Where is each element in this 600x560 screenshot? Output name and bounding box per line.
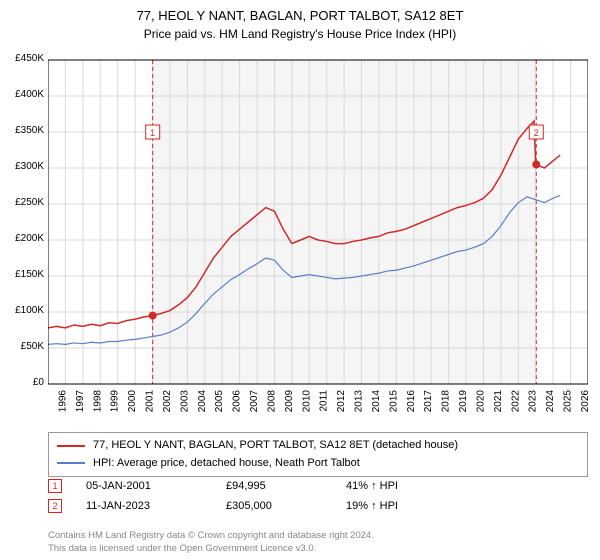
chart-subtitle: Price paid vs. HM Land Registry's House … — [0, 25, 600, 41]
svg-text:2012: 2012 — [336, 390, 347, 413]
marker-price-2: £305,000 — [226, 500, 346, 512]
chart-container: 77, HEOL Y NANT, BAGLAN, PORT TALBOT, SA… — [0, 0, 600, 560]
marker-badge-1: 1 — [48, 479, 62, 493]
svg-text:2003: 2003 — [179, 390, 190, 413]
legend-row-property: 77, HEOL Y NANT, BAGLAN, PORT TALBOT, SA… — [57, 437, 579, 455]
svg-text:2017: 2017 — [423, 390, 434, 413]
svg-text:1996: 1996 — [57, 390, 68, 413]
marker-date-2: 11-JAN-2023 — [86, 500, 226, 512]
marker-pct-1: 41% ↑ HPI — [346, 480, 466, 492]
y-tick-label: £250K — [15, 197, 44, 208]
svg-text:1997: 1997 — [75, 390, 86, 413]
svg-text:2: 2 — [534, 128, 539, 138]
svg-text:2009: 2009 — [284, 390, 295, 413]
footer-line1: Contains HM Land Registry data © Crown c… — [48, 530, 588, 543]
svg-text:1: 1 — [150, 128, 155, 138]
svg-text:2024: 2024 — [545, 390, 556, 413]
svg-text:1999: 1999 — [110, 390, 121, 413]
svg-text:2007: 2007 — [249, 390, 260, 413]
svg-text:2023: 2023 — [528, 390, 539, 413]
svg-text:2016: 2016 — [406, 390, 417, 413]
footer-line2: This data is licensed under the Open Gov… — [48, 543, 588, 556]
marker-badge-2: 2 — [48, 499, 62, 513]
svg-text:2002: 2002 — [162, 390, 173, 413]
svg-text:2018: 2018 — [441, 390, 452, 413]
y-tick-label: £300K — [15, 161, 44, 172]
chart-svg: 1 2 1995 1996 1997 1998 1999 2000 2001 2002 2003 20… — [48, 54, 588, 424]
chart-plot-area: 1 2 1995 1996 1997 1998 1999 2000 2001 2002 2003 20… — [48, 54, 588, 424]
svg-text:2026: 2026 — [580, 390, 588, 413]
svg-text:2005: 2005 — [214, 390, 225, 413]
svg-text:2015: 2015 — [388, 390, 399, 413]
svg-text:2021: 2021 — [493, 390, 504, 413]
legend-row-hpi: HPI: Average price, detached house, Neat… — [57, 455, 579, 473]
svg-text:1995: 1995 — [48, 390, 51, 413]
svg-text:2008: 2008 — [266, 390, 277, 413]
legend-swatch-property — [57, 445, 85, 447]
y-tick-label: £150K — [15, 269, 44, 280]
footer-attribution: Contains HM Land Registry data © Crown c… — [48, 530, 588, 556]
svg-text:2010: 2010 — [301, 390, 312, 413]
svg-text:2000: 2000 — [127, 390, 138, 413]
svg-text:1998: 1998 — [92, 390, 103, 413]
svg-text:2020: 2020 — [475, 390, 486, 413]
y-tick-label: £0 — [33, 377, 44, 388]
y-tick-label: £200K — [15, 233, 44, 244]
svg-text:2014: 2014 — [371, 390, 382, 413]
legend-box: 77, HEOL Y NANT, BAGLAN, PORT TALBOT, SA… — [48, 432, 588, 477]
svg-text:2025: 2025 — [563, 390, 574, 413]
y-tick-label: £350K — [15, 125, 44, 136]
svg-text:2011: 2011 — [319, 390, 330, 412]
legend-label-hpi: HPI: Average price, detached house, Neat… — [93, 455, 360, 473]
markers-table: 1 05-JAN-2001 £94,995 41% ↑ HPI 2 11-JAN… — [48, 476, 588, 516]
y-tick-label: £50K — [21, 341, 44, 352]
chart-title: 77, HEOL Y NANT, BAGLAN, PORT TALBOT, SA… — [0, 0, 600, 25]
svg-text:2004: 2004 — [197, 390, 208, 413]
y-tick-label: £100K — [15, 305, 44, 316]
legend-swatch-hpi — [57, 462, 85, 464]
svg-text:2006: 2006 — [232, 390, 243, 413]
legend-label-property: 77, HEOL Y NANT, BAGLAN, PORT TALBOT, SA… — [93, 437, 458, 455]
y-tick-label: £400K — [15, 89, 44, 100]
marker-pct-2: 19% ↑ HPI — [346, 500, 466, 512]
marker-row-1: 1 05-JAN-2001 £94,995 41% ↑ HPI — [48, 476, 588, 496]
marker-row-2: 2 11-JAN-2023 £305,000 19% ↑ HPI — [48, 496, 588, 516]
y-tick-label: £450K — [15, 53, 44, 64]
svg-text:2019: 2019 — [458, 390, 469, 413]
svg-text:2022: 2022 — [510, 390, 521, 413]
marker-price-1: £94,995 — [226, 480, 346, 492]
svg-text:2001: 2001 — [145, 390, 156, 413]
marker-date-1: 05-JAN-2001 — [86, 480, 226, 492]
svg-text:2013: 2013 — [354, 390, 365, 413]
